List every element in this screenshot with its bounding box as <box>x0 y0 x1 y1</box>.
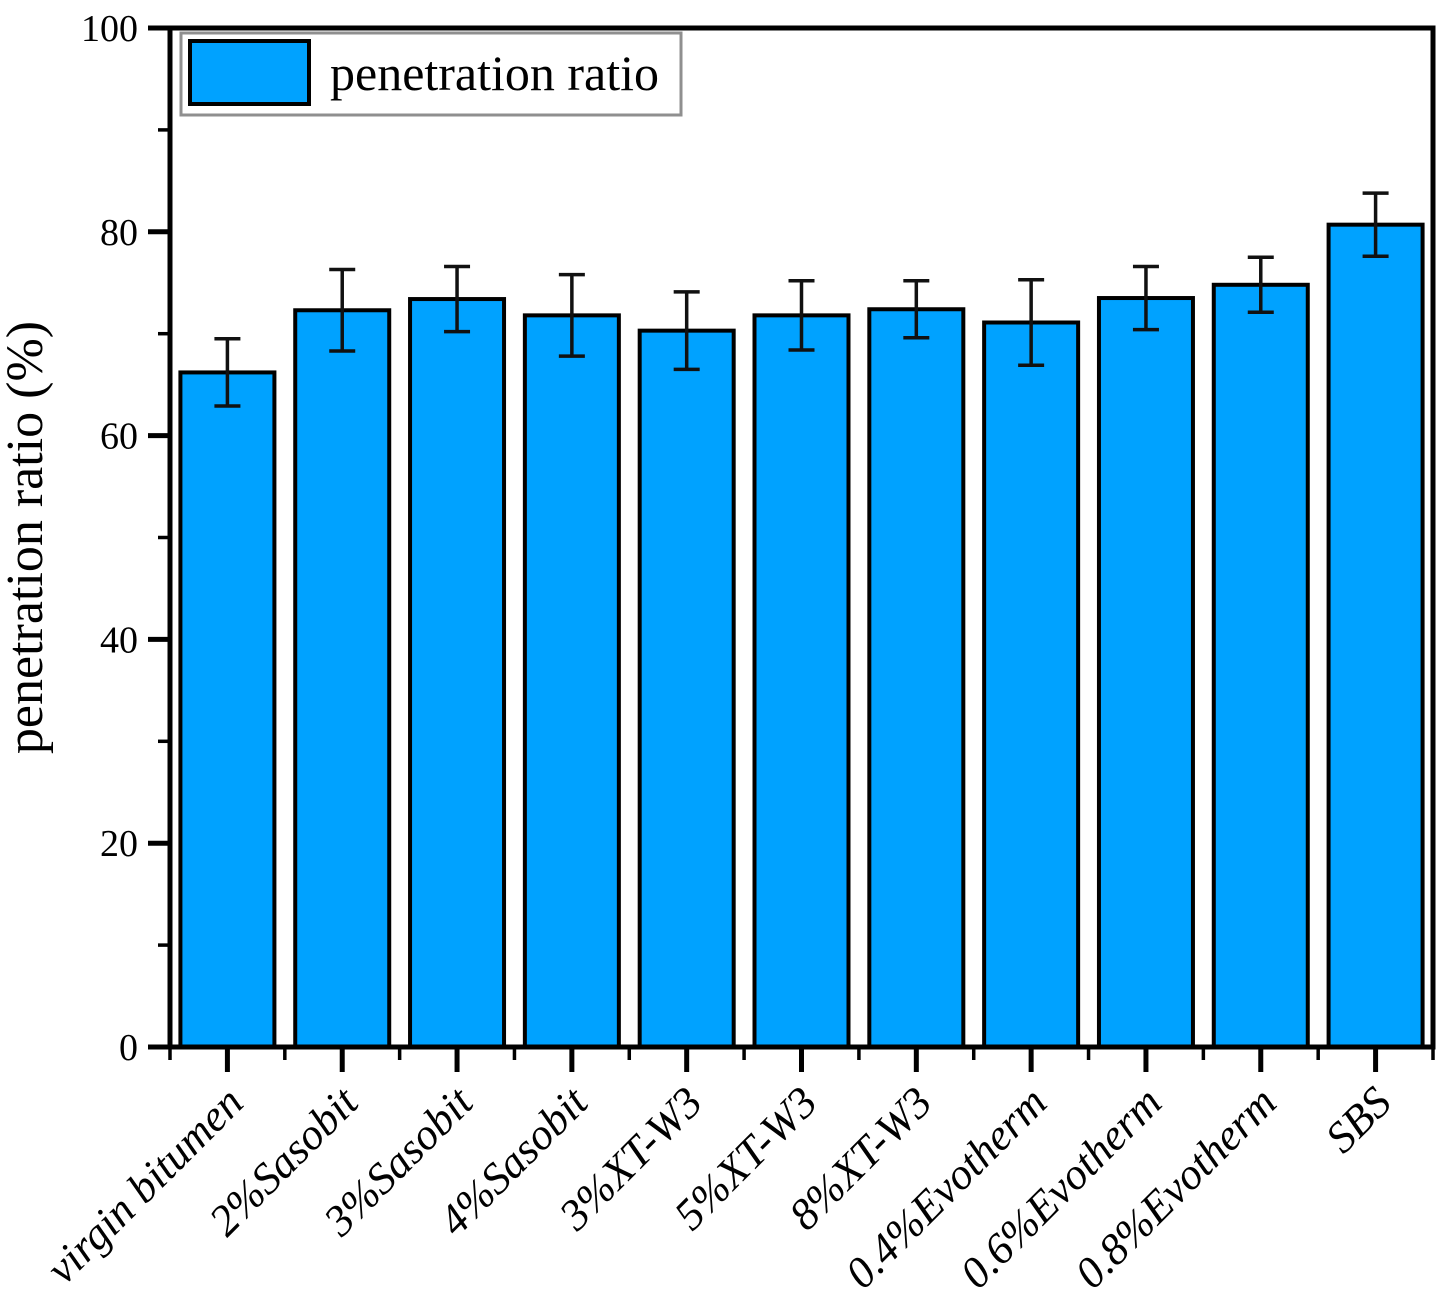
bar-8%XT-W3 <box>867 307 966 1049</box>
y-axis-tick-label: 100 <box>81 8 138 50</box>
y-axis-title: penetration ratio (%) <box>0 321 54 754</box>
bar-0.6%Evotherm <box>1096 296 1195 1050</box>
bar-0.8%Evotherm <box>1211 282 1310 1049</box>
y-axis-tick-label: 60 <box>100 416 138 458</box>
legend-label: penetration ratio <box>330 45 659 101</box>
bar-virgin bitumen <box>178 370 277 1049</box>
legend-swatch <box>188 39 311 106</box>
bar-4%Sasobit <box>522 313 621 1050</box>
y-axis-tick-label: 20 <box>100 823 138 865</box>
bar-0.4%Evotherm <box>982 320 1081 1049</box>
y-axis-tick-label: 40 <box>100 619 138 661</box>
y-axis-tick-label: 0 <box>119 1027 138 1069</box>
bar-5%XT-W3 <box>752 313 851 1050</box>
y-axis-tick-label: 80 <box>100 212 138 254</box>
bar-2%Sasobit <box>293 308 392 1049</box>
bar-SBS <box>1326 222 1425 1050</box>
bar-3%Sasobit <box>408 297 507 1049</box>
bar-3%XT-W3 <box>637 328 736 1049</box>
